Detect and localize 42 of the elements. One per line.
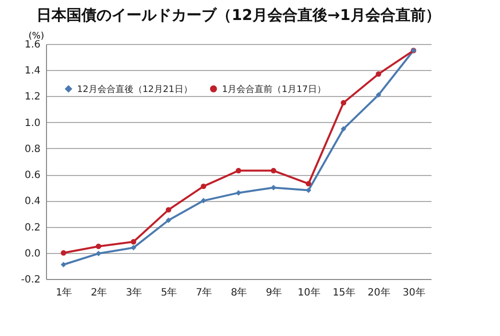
y-tick-label: 0.0 bbox=[24, 248, 40, 260]
y-tick-label: 0.2 bbox=[24, 222, 40, 234]
legend-label: 12月会合直後（12月21日） bbox=[77, 84, 192, 95]
x-tick-label: 20年 bbox=[368, 286, 390, 298]
y-tick-label: 1.0 bbox=[24, 118, 40, 129]
point bbox=[96, 250, 102, 256]
x-tick-label: 30年 bbox=[402, 286, 426, 298]
point bbox=[376, 92, 382, 98]
point bbox=[376, 71, 382, 77]
point bbox=[236, 190, 242, 196]
point bbox=[306, 180, 312, 186]
x-tick-label: 9年 bbox=[266, 286, 282, 298]
point bbox=[96, 244, 102, 250]
point bbox=[130, 244, 136, 250]
y-tick-label: 1.4 bbox=[24, 66, 40, 77]
point bbox=[270, 168, 276, 174]
x-tick-label: 7年 bbox=[196, 286, 212, 298]
point bbox=[340, 126, 346, 132]
point bbox=[236, 168, 242, 174]
x-tick-label: 15年 bbox=[332, 286, 356, 298]
y-tick-label: 0.8 bbox=[24, 144, 40, 155]
point bbox=[130, 239, 136, 245]
y-tick-label: 0.4 bbox=[24, 196, 40, 208]
point bbox=[60, 250, 66, 256]
point bbox=[60, 262, 66, 268]
y-tick-label: 1.2 bbox=[24, 92, 40, 103]
x-tick-label: 5年 bbox=[160, 286, 178, 298]
point bbox=[200, 184, 206, 190]
x-tick-label: 1年 bbox=[56, 286, 72, 298]
y-tick-label: 1.6 bbox=[24, 40, 40, 50]
y-tick-label: -0.2 bbox=[20, 274, 40, 286]
x-tick-label: 8年 bbox=[230, 286, 248, 298]
point bbox=[340, 100, 346, 106]
legend-label: 1月会合直前（1月17日） bbox=[222, 84, 326, 95]
x-tick-label: 10年 bbox=[298, 286, 320, 298]
chart-title: 日本国債のイールドカーブ（12月会合直後→1月会合直前） bbox=[36, 6, 440, 24]
point bbox=[166, 207, 172, 213]
y-axis-title: (%) bbox=[28, 32, 44, 42]
point bbox=[200, 198, 206, 204]
x-tick-label: 3年 bbox=[126, 286, 142, 298]
y-tick-label: 0.6 bbox=[24, 170, 40, 182]
x-tick-label: 2年 bbox=[90, 286, 108, 298]
